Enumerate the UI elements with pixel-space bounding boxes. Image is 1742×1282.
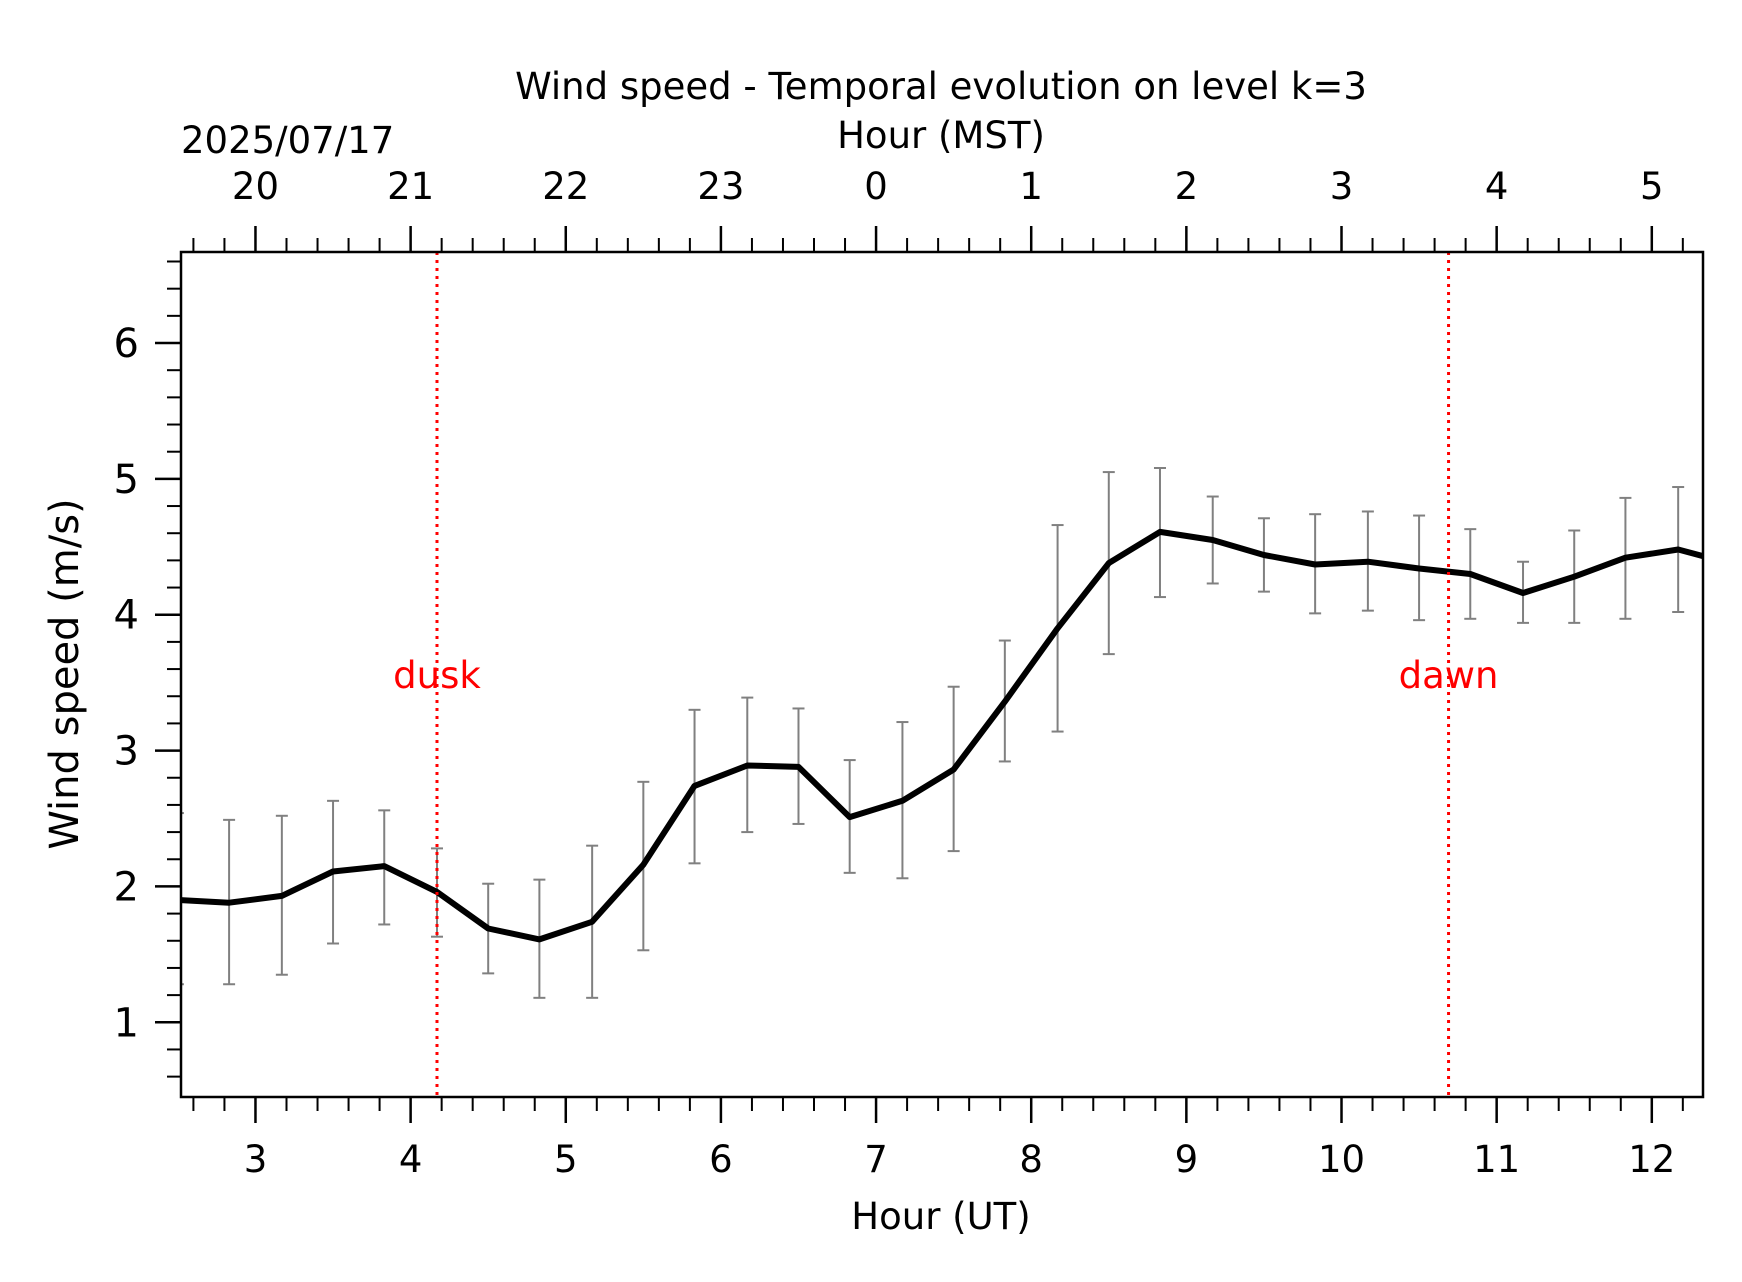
y-tick-label: 4 — [114, 593, 139, 639]
x-tick-label: 3 — [244, 1138, 268, 1181]
date-label: 2025/07/17 — [181, 119, 394, 162]
top-tick-label: 22 — [542, 165, 589, 208]
x-axis-label: Hour (UT) — [851, 1195, 1030, 1238]
x-tick-label: 12 — [1628, 1138, 1675, 1181]
x-tick-label: 7 — [864, 1138, 888, 1181]
y-tick-label: 1 — [114, 1000, 139, 1046]
chart-title: Wind speed - Temporal evolution on level… — [515, 65, 1367, 108]
x-tick-label: 10 — [1318, 1138, 1365, 1181]
y-tick-label: 5 — [114, 457, 139, 503]
top-tick-label: 4 — [1485, 165, 1509, 208]
y-axis-label: Wind speed (m/s) — [42, 498, 88, 849]
dusk-label: dusk — [393, 654, 481, 697]
dawn-label: dawn — [1399, 654, 1499, 697]
plot-area — [181, 252, 1703, 1097]
top-tick-label: 23 — [697, 165, 744, 208]
plot-frame — [179, 250, 1705, 1099]
top-tick-label: 1 — [1019, 165, 1043, 208]
x-tick-label: 8 — [1019, 1138, 1043, 1181]
x-tick-label: 6 — [709, 1138, 733, 1181]
top-tick-label: 0 — [864, 165, 888, 208]
y-tick-label: 3 — [114, 729, 139, 775]
x-tick-label: 11 — [1473, 1138, 1520, 1181]
top-tick-label: 3 — [1330, 165, 1354, 208]
top-tick-label: 5 — [1640, 165, 1664, 208]
top-tick-label: 20 — [232, 165, 279, 208]
wind-speed-line — [181, 528, 1703, 943]
x-tick-label: 5 — [554, 1138, 578, 1181]
top-tick-label: 21 — [387, 165, 434, 208]
y-tick-label: 2 — [114, 864, 139, 910]
top-axis-label: Hour (MST) — [837, 114, 1045, 157]
y-tick-label: 6 — [114, 321, 139, 367]
x-tick-label: 4 — [399, 1138, 423, 1181]
x-tick-label: 9 — [1175, 1138, 1199, 1181]
top-tick-label: 2 — [1175, 165, 1199, 208]
